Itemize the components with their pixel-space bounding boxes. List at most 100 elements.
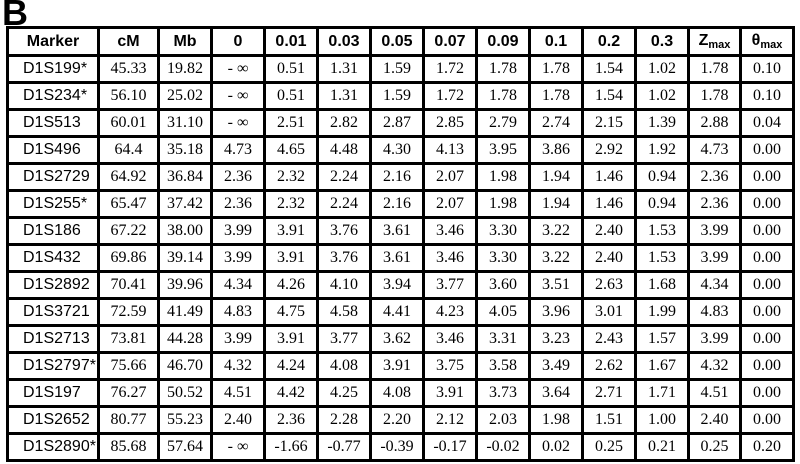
value-cell: - ∞ bbox=[210, 81, 266, 111]
value-cell: 2.51 bbox=[263, 108, 319, 138]
value-cell: 1.78 bbox=[528, 54, 584, 84]
table-row: D1S2713 73.81 44.28 3.99 3.91 3.77 3.62 3.46 3.3… bbox=[6, 324, 795, 354]
value-cell: 45.33 bbox=[97, 54, 160, 84]
value-cell: 4.83 bbox=[687, 297, 742, 327]
value-cell: 2.88 bbox=[687, 108, 742, 138]
value-cell: - ∞ bbox=[210, 54, 266, 84]
value-cell: 4.73 bbox=[687, 135, 742, 165]
value-cell: 0.00 bbox=[739, 297, 795, 327]
value-cell: 1.78 bbox=[475, 54, 531, 84]
value-cell: 2.87 bbox=[369, 108, 425, 138]
value-cell: 1.46 bbox=[581, 189, 637, 219]
value-cell: 1.72 bbox=[422, 81, 478, 111]
marker-cell: D1S2890* bbox=[6, 432, 100, 462]
column-header: θmax bbox=[739, 26, 795, 57]
value-cell: 2.28 bbox=[316, 405, 372, 435]
value-cell: 4.51 bbox=[210, 378, 266, 408]
column-header: cM bbox=[97, 26, 160, 57]
value-cell: 3.64 bbox=[528, 378, 584, 408]
table-row: D1S3721 72.59 41.49 4.83 4.75 4.58 4.41 4.23 4.0… bbox=[6, 297, 795, 327]
table-row: D1S186 67.22 38.00 3.99 3.91 3.76 3.61 3.46 3.30… bbox=[6, 216, 795, 246]
value-cell: 3.99 bbox=[210, 324, 266, 354]
value-cell: 3.76 bbox=[316, 243, 372, 273]
table-row: D1S2892 70.41 39.96 4.34 4.26 4.10 3.94 3.77 3.6… bbox=[6, 270, 795, 300]
value-cell: 2.12 bbox=[422, 405, 478, 435]
value-cell: 3.91 bbox=[263, 243, 319, 273]
value-cell: -0.39 bbox=[369, 432, 425, 462]
value-cell: 4.73 bbox=[210, 135, 266, 165]
column-header: Mb bbox=[157, 26, 213, 57]
table-row: D1S2729 64.92 36.84 2.36 2.32 2.24 2.16 2.07 1.9… bbox=[6, 162, 795, 192]
value-cell: 3.99 bbox=[210, 216, 266, 246]
marker-cell: D1S2713 bbox=[6, 324, 100, 354]
value-cell: 3.62 bbox=[369, 324, 425, 354]
value-cell: 4.26 bbox=[263, 270, 319, 300]
value-cell: 4.05 bbox=[475, 297, 531, 327]
value-cell: 1.02 bbox=[634, 54, 690, 84]
value-cell: 2.36 bbox=[210, 189, 266, 219]
value-cell: 4.32 bbox=[687, 351, 742, 381]
value-cell: 1.59 bbox=[369, 54, 425, 84]
column-header: Marker bbox=[6, 26, 100, 57]
value-cell: 1.92 bbox=[634, 135, 690, 165]
value-cell: 4.08 bbox=[369, 378, 425, 408]
table-row: D1S496 64.4 35.18 4.73 4.65 4.48 4.30 4.13 3.95 3… bbox=[6, 135, 795, 165]
value-cell: 3.30 bbox=[475, 243, 531, 273]
marker-cell: D1S2729 bbox=[6, 162, 100, 192]
column-header: Zmax bbox=[687, 26, 742, 57]
value-cell: 0.00 bbox=[739, 405, 795, 435]
value-cell: 2.40 bbox=[581, 216, 637, 246]
value-cell: 0.21 bbox=[634, 432, 690, 462]
value-cell: 19.82 bbox=[157, 54, 213, 84]
marker-cell: D1S2652 bbox=[6, 405, 100, 435]
value-cell: 3.46 bbox=[422, 216, 478, 246]
marker-cell: D1S3721 bbox=[6, 297, 100, 327]
value-cell: 0.25 bbox=[581, 432, 637, 462]
value-cell: 0.04 bbox=[739, 108, 795, 138]
value-cell: 0.02 bbox=[528, 432, 584, 462]
table-row: D1S2890* 85.68 57.64- ∞ -1.66 -0.77 -0.39 -0.1… bbox=[6, 432, 795, 462]
value-cell: 1.78 bbox=[687, 81, 742, 111]
value-cell: 4.34 bbox=[210, 270, 266, 300]
column-header: 0.03 bbox=[316, 26, 372, 57]
value-cell: 3.22 bbox=[528, 243, 584, 273]
value-cell: 1.31 bbox=[316, 54, 372, 84]
value-cell: 2.71 bbox=[581, 378, 637, 408]
value-cell: 1.53 bbox=[634, 216, 690, 246]
value-cell: 2.03 bbox=[475, 405, 531, 435]
marker-cell: D1S432 bbox=[6, 243, 100, 273]
value-cell: 3.77 bbox=[422, 270, 478, 300]
value-cell: 0.94 bbox=[634, 189, 690, 219]
value-cell: 0.00 bbox=[739, 216, 795, 246]
value-cell: 3.01 bbox=[581, 297, 637, 327]
value-cell: 2.63 bbox=[581, 270, 637, 300]
value-cell: 4.65 bbox=[263, 135, 319, 165]
marker-cell: D1S513 bbox=[6, 108, 100, 138]
value-cell: 1.99 bbox=[634, 297, 690, 327]
value-cell: 2.43 bbox=[581, 324, 637, 354]
value-cell: 1.98 bbox=[475, 162, 531, 192]
value-cell: 1.71 bbox=[634, 378, 690, 408]
value-cell: 0.51 bbox=[263, 81, 319, 111]
value-cell: 2.16 bbox=[369, 162, 425, 192]
value-cell: 0.00 bbox=[739, 378, 795, 408]
value-cell: 76.27 bbox=[97, 378, 160, 408]
value-cell: 4.83 bbox=[210, 297, 266, 327]
value-cell: -0.77 bbox=[316, 432, 372, 462]
value-cell: 3.96 bbox=[528, 297, 584, 327]
value-cell: 3.95 bbox=[475, 135, 531, 165]
value-cell: 1.94 bbox=[528, 162, 584, 192]
table-row: D1S432 69.86 39.14 3.99 3.91 3.76 3.61 3.46 3.30… bbox=[6, 243, 795, 273]
value-cell: 55.23 bbox=[157, 405, 213, 435]
value-cell: 3.91 bbox=[263, 216, 319, 246]
value-cell: 2.16 bbox=[369, 189, 425, 219]
value-cell: 3.73 bbox=[475, 378, 531, 408]
value-cell: 2.40 bbox=[210, 405, 266, 435]
value-cell: 67.22 bbox=[97, 216, 160, 246]
value-cell: 3.22 bbox=[528, 216, 584, 246]
value-cell: 3.46 bbox=[422, 324, 478, 354]
value-cell: 2.40 bbox=[687, 405, 742, 435]
value-cell: 2.79 bbox=[475, 108, 531, 138]
marker-cell: D1S255* bbox=[6, 189, 100, 219]
